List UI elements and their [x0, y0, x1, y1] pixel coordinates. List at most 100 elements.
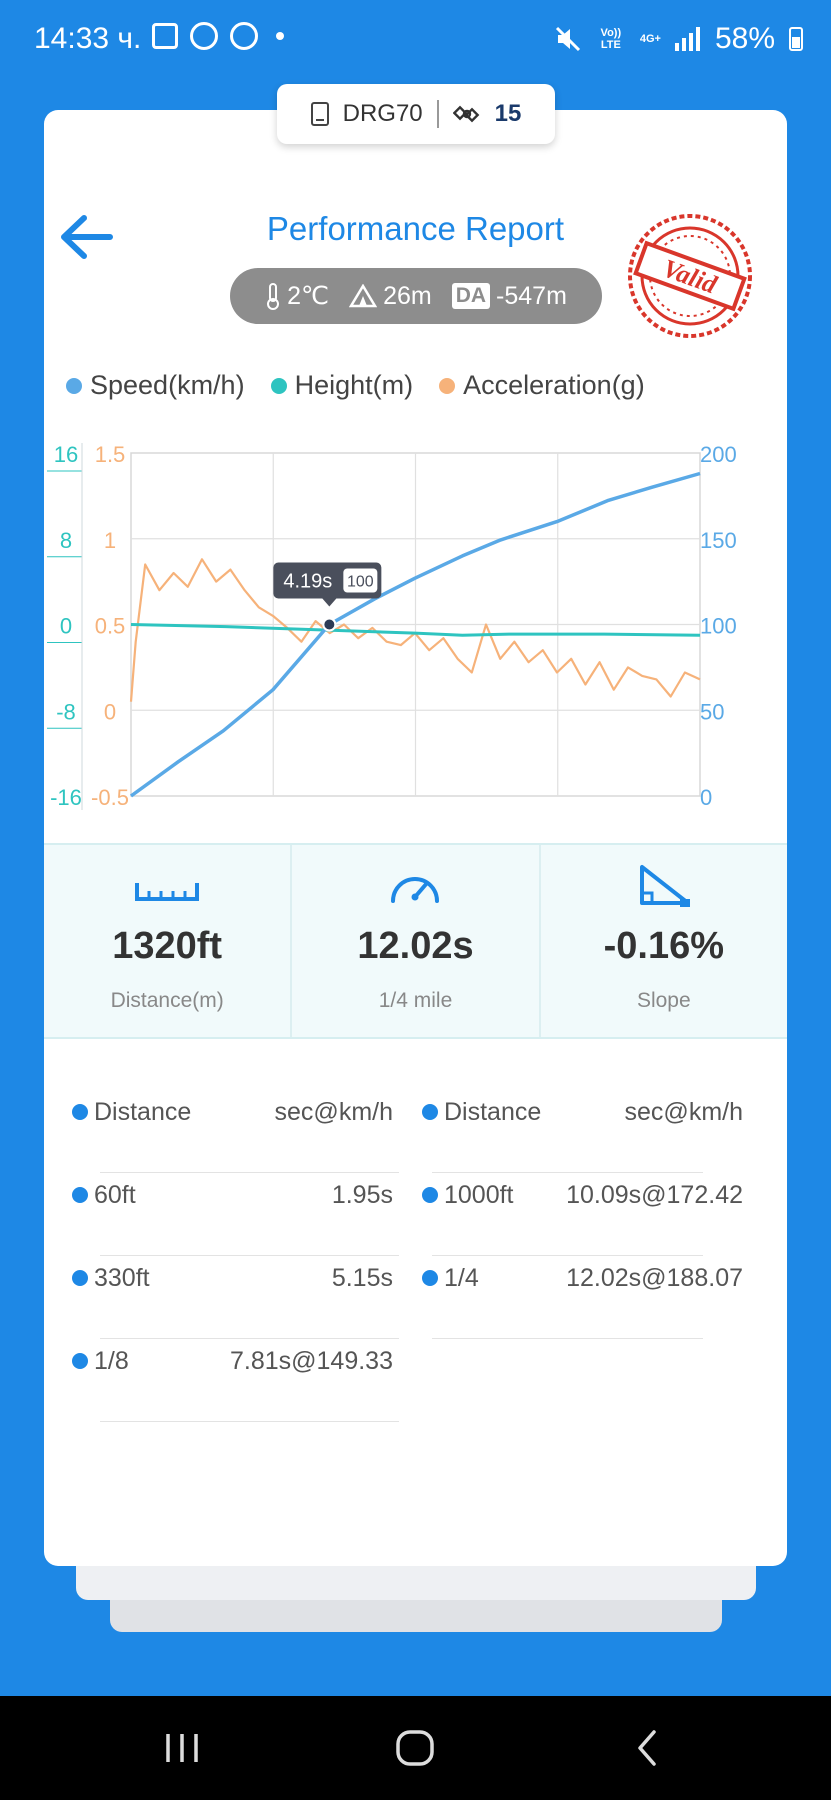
- temperature-value: 2℃: [287, 282, 330, 310]
- bullet: [72, 1104, 88, 1120]
- divider: [436, 100, 439, 128]
- home-icon[interactable]: [394, 1728, 436, 1768]
- table-row: 60ft 1.95s 1000ft 10.09s@172.42: [68, 1173, 748, 1256]
- device-icon: [310, 102, 329, 126]
- back-arrow-icon[interactable]: [58, 212, 114, 262]
- gallery-icon: [152, 23, 178, 49]
- split-distance: 1000ft: [444, 1181, 514, 1209]
- header-value: sec@km/h: [624, 1098, 743, 1126]
- header-distance: Distance: [444, 1098, 542, 1126]
- network-4g-indicator: 4G+: [639, 33, 661, 45]
- height-line: [130, 623, 701, 637]
- split-distance: 1/8: [94, 1347, 129, 1375]
- metric-slope-label: Slope: [636, 989, 691, 1012]
- acceleration-tick-label: -0.5: [91, 785, 129, 810]
- legend-item-speed[interactable]: Speed(km/h): [66, 370, 245, 401]
- tooltip-pointer: [322, 598, 337, 607]
- split-time: 1.95s: [331, 1181, 393, 1209]
- status-bar: 14:33 ч. Vo)) LTE 4G+ 58%: [0, 0, 831, 78]
- table-cell: 330ft 5.15s: [68, 1256, 399, 1339]
- mountain-icon: [349, 284, 378, 308]
- legend-item-height[interactable]: Height(m): [270, 370, 414, 401]
- slope-icon: [639, 865, 690, 907]
- legend-dot-acceleration: [439, 377, 456, 394]
- split-time: 7.81s@149.33: [229, 1347, 393, 1375]
- metric-quarter-mile: 12.02s 1/4 mile: [292, 845, 541, 1037]
- speed-tick-label: 200: [700, 442, 737, 467]
- table-row: 1/8 7.81s@149.33: [68, 1339, 748, 1422]
- legend-dot-height: [270, 377, 287, 394]
- row-divider: [432, 1172, 703, 1173]
- row-divider: [100, 1255, 399, 1256]
- height-axis-ticks: 16 8 0 -8 -16: [47, 442, 83, 810]
- chart-legend: Speed(km/h) Height(m) Acceleration(g): [66, 370, 645, 401]
- system-nav-bar: [0, 1696, 831, 1800]
- back-nav-icon[interactable]: [634, 1728, 660, 1768]
- battery-icon: [789, 27, 803, 51]
- metric-quarter-mile-value: 12.02s: [357, 925, 474, 967]
- messenger-icon: [230, 22, 258, 50]
- legend-label-height: Height(m): [294, 370, 414, 400]
- legend-dot-speed: [66, 377, 82, 394]
- table-cell: 1000ft 10.09s@172.42: [418, 1173, 743, 1256]
- acceleration-tick-label: 0.5: [95, 614, 126, 639]
- table-row: 330ft 5.15s 1/4 12.02s@188.07: [68, 1256, 748, 1339]
- row-divider: [432, 1255, 703, 1256]
- report-card: [44, 110, 787, 1566]
- header-distance: Distance: [94, 1098, 192, 1126]
- environment-pill: 2℃ 26m DA -547m: [230, 268, 602, 324]
- app-notification-icon: [190, 22, 218, 50]
- split-time: 12.02s@188.07: [566, 1264, 743, 1292]
- metric-quarter-mile-label: 1/4 mile: [378, 989, 453, 1012]
- ruler-icon: [135, 883, 200, 901]
- chart-grid: [130, 452, 701, 797]
- row-divider: [100, 1172, 399, 1173]
- speedometer-icon: [391, 877, 440, 903]
- tooltip-speed: 100: [347, 574, 374, 591]
- split-distance: 60ft: [94, 1181, 136, 1209]
- bullet: [72, 1187, 88, 1203]
- battery-percent: 58%: [714, 22, 775, 55]
- legend-item-acceleration[interactable]: Acceleration(g): [439, 370, 645, 401]
- status-time: 14:33 ч.: [34, 22, 142, 55]
- metric-distance-value: 1320ft: [112, 925, 223, 967]
- split-distance: 1/4: [444, 1264, 479, 1292]
- height-tick-label: -8: [56, 699, 76, 724]
- bullet: [72, 1270, 88, 1286]
- speed-axis-ticks: 200 150 100 50 0: [700, 442, 737, 810]
- row-divider: [432, 1338, 703, 1339]
- metric-distance: 1320ft Distance(m): [44, 845, 293, 1037]
- metric-slope-value: -0.16%: [603, 925, 725, 967]
- speed-tick-label: 0: [700, 785, 712, 810]
- table-cell: 1/4 12.02s@188.07: [418, 1256, 743, 1339]
- legend-label-acceleration: Acceleration(g): [463, 370, 645, 400]
- valid-stamp: Valid: [628, 214, 752, 338]
- legend-label-speed: Speed(km/h): [90, 370, 245, 400]
- tooltip-speed-badge: [343, 568, 378, 593]
- notification-icons: [152, 22, 284, 50]
- bullet: [422, 1270, 438, 1286]
- split-time: 5.15s: [331, 1264, 393, 1292]
- metric-distance-label: Distance(m): [110, 989, 224, 1012]
- chart-series: [129, 471, 701, 798]
- height-tick-label: 8: [60, 528, 72, 553]
- speed-tick-label: 150: [700, 528, 737, 553]
- device-name: DRG70: [342, 100, 423, 127]
- device-pill[interactable]: DRG70 15: [277, 84, 555, 144]
- chart-tooltip: 4.19s 100: [273, 562, 382, 632]
- height-tick-label: 0: [60, 614, 72, 639]
- acceleration-tick-label: 0: [104, 699, 116, 724]
- speed-tick-label: 50: [700, 699, 724, 724]
- recent-apps-icon[interactable]: [164, 1728, 200, 1768]
- performance-chart[interactable]: 16 8 0 -8 -16 1.5 1 0.5 0 -0.5 200 150 100 50 0 4.19…: [0, 420, 831, 810]
- more-notifications-icon: [276, 32, 284, 40]
- header-value: sec@km/h: [274, 1098, 393, 1126]
- metric-slope: -0.16% Slope: [541, 845, 787, 1037]
- row-divider: [100, 1421, 399, 1422]
- acceleration-axis-ticks: 1.5 1 0.5 0 -0.5: [91, 442, 129, 810]
- bullet: [422, 1104, 438, 1120]
- volte-indicator: Vo)) LTE: [600, 27, 622, 51]
- acceleration-tick-label: 1: [104, 528, 116, 553]
- system-icons: Vo)) LTE 4G+ 58%: [554, 22, 803, 56]
- height-tick-label: -16: [50, 785, 82, 810]
